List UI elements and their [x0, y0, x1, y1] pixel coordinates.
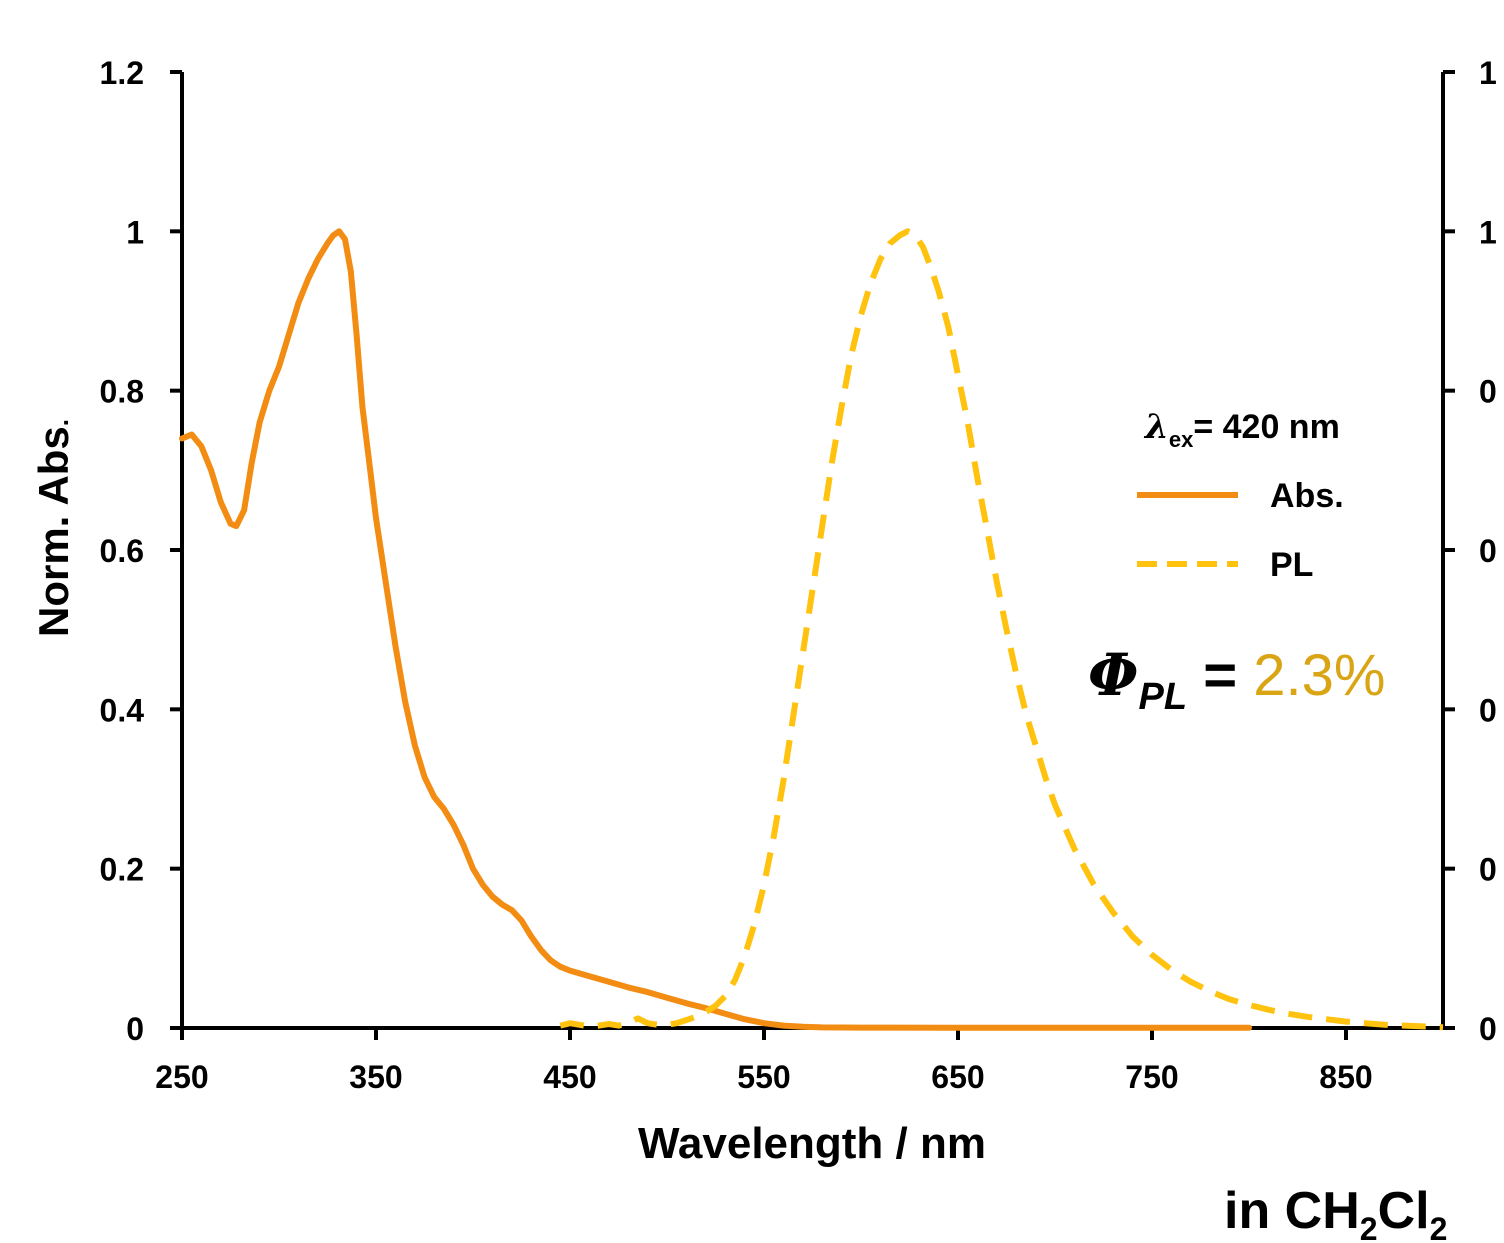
y-tick-label: 0.8 — [100, 374, 144, 410]
x-tick-label: 650 — [931, 1059, 984, 1095]
legend: λex= 420 nm Abs. PL — [1137, 407, 1344, 584]
series-line-abs — [179, 228, 1252, 1031]
phi-equals: = — [1187, 643, 1253, 708]
y-tick-label: 0 — [126, 1011, 144, 1047]
solvent-annotation: in CH2Cl2 — [1224, 1182, 1447, 1243]
solvent-sub1: 2 — [1360, 1211, 1378, 1243]
x-tick-label: 850 — [1319, 1059, 1372, 1095]
lambda-symbol: λ — [1143, 407, 1169, 447]
y2-tick-label: 1 — [1479, 55, 1497, 91]
y2-tick-label: 0 — [1479, 1011, 1497, 1047]
y-axis-title: Norm. Abs. — [30, 419, 77, 637]
legend-label-abs: Abs. — [1270, 477, 1344, 515]
y-axis-title-main: Norm. Abs — [30, 426, 77, 637]
y-tick-label: 1.2 — [100, 55, 144, 91]
series-line-pl — [559, 228, 1444, 1031]
y2-tick-label: 0 — [1479, 533, 1497, 569]
x-tick-label: 250 — [155, 1059, 208, 1095]
x-tick-label: 550 — [737, 1059, 790, 1095]
solvent-middle: Cl — [1378, 1182, 1430, 1240]
lambda-subscript: ex — [1169, 427, 1194, 452]
phi-symbol: Φ — [1088, 641, 1139, 709]
axes: 0 0.2 0.4 0.6 0.8 1 1.2 0 0 0 0 0 1 1 250 350 450 550 650 7… — [100, 55, 1497, 1095]
y2-tick-label: 0 — [1479, 852, 1497, 888]
quantum-yield-value: 2.3% — [1253, 643, 1385, 708]
y2-tick-label: 0 — [1479, 692, 1497, 728]
y-tick-label: 1 — [126, 214, 144, 250]
x-tick-label: 750 — [1125, 1059, 1178, 1095]
solvent-sub2: 2 — [1430, 1211, 1448, 1243]
phi-subscript: PL — [1139, 676, 1188, 718]
series-layer — [179, 228, 1444, 1031]
y-tick-label: 0.4 — [100, 692, 145, 728]
y-axis-title-dot: . — [44, 419, 74, 426]
y2-tick-label: 0 — [1479, 374, 1497, 410]
quantum-yield-annotation: ΦPL = 2.3% — [1088, 641, 1385, 718]
x-axis-title: Wavelength / nm — [638, 1119, 986, 1168]
y2-tick-label: 1 — [1479, 214, 1497, 250]
x-tick-label: 450 — [543, 1059, 596, 1095]
y-tick-label: 0.2 — [100, 852, 144, 888]
legend-title: λex= 420 nm — [1143, 407, 1340, 452]
legend-title-text: = 420 nm — [1193, 408, 1339, 446]
solvent-prefix: in CH — [1224, 1182, 1360, 1240]
legend-label-pl: PL — [1270, 546, 1313, 584]
x-tick-label: 350 — [349, 1059, 402, 1095]
y-tick-label: 0.6 — [100, 533, 144, 569]
